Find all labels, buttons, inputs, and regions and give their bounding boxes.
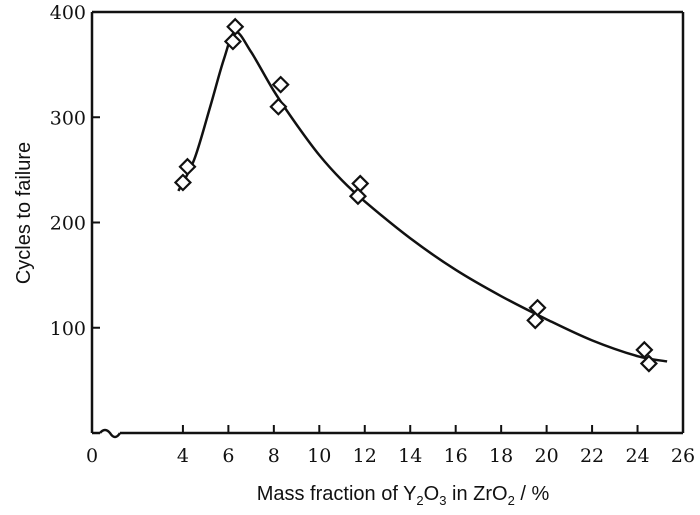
x-tick-label: 22 <box>580 445 604 467</box>
x-tick-label: 4 <box>177 445 189 467</box>
x-axis-title: Mass fraction of Y2O3 in ZrO2 / % <box>257 483 550 508</box>
y-tick-label: 100 <box>50 318 86 340</box>
x-tick-label: 14 <box>398 445 422 467</box>
y-tick-label: 200 <box>50 213 86 235</box>
data-point-diamond <box>351 174 370 193</box>
x-tick-label: 0 <box>86 445 98 467</box>
x-tick-label: 6 <box>222 445 234 467</box>
data-point-diamond <box>178 157 197 176</box>
x-axis-title-sub: 2 <box>508 493 515 508</box>
x-tick-label: 8 <box>268 445 280 467</box>
data-point-diamond <box>348 187 368 206</box>
x-tick-label: 18 <box>489 445 513 467</box>
data-point-diamond <box>635 340 654 359</box>
data-markers <box>173 17 658 373</box>
data-point-diamond <box>223 32 242 51</box>
y-axis-title: Cycles to failure <box>13 142 35 284</box>
x-tick-label: 10 <box>307 445 331 467</box>
axes <box>90 10 685 439</box>
fit-curve <box>177 30 668 363</box>
data-point-diamond <box>173 173 192 192</box>
x-axis-title-part: / % <box>515 483 550 505</box>
y-tick-label: 300 <box>50 107 86 129</box>
x-axis-title-sub: 3 <box>439 493 446 508</box>
data-point-diamond <box>639 354 658 373</box>
x-axis-title-sub: 2 <box>416 493 423 508</box>
x-tick-label: 20 <box>535 445 559 467</box>
x-tick-label: 16 <box>444 445 468 467</box>
tick-labels: 0 4 6 8 10 12 14 16 18 20 22 24 26 100 200 300 400 <box>50 2 695 467</box>
x-tick-label: 12 <box>353 445 377 467</box>
data-point-diamond <box>528 298 547 317</box>
data-point-diamond <box>526 311 545 330</box>
x-axis-title-part: O <box>424 483 440 505</box>
data-point-diamond <box>271 75 290 94</box>
data-point-diamond <box>269 97 288 116</box>
data-point-diamond <box>226 17 245 36</box>
y-tick-label: 400 <box>50 2 86 24</box>
x-axis-title-part: in ZrO <box>446 483 507 505</box>
x-tick-label: 26 <box>671 445 695 467</box>
x-axis-title-part: Mass fraction of Y <box>257 483 417 505</box>
x-axis-break <box>99 428 122 439</box>
fit-curve-layer <box>177 30 668 363</box>
x-tick-label: 24 <box>625 445 649 467</box>
